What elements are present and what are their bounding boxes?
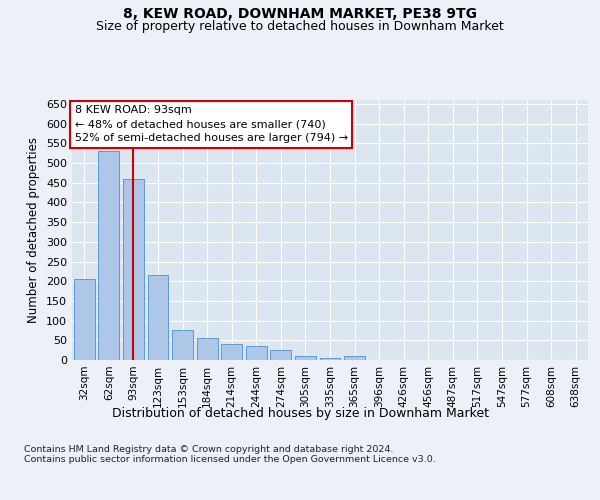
Bar — [344, 356, 365, 360]
Text: 8, KEW ROAD, DOWNHAM MARKET, PE38 9TG: 8, KEW ROAD, DOWNHAM MARKET, PE38 9TG — [123, 8, 477, 22]
Text: Distribution of detached houses by size in Downham Market: Distribution of detached houses by size … — [112, 408, 488, 420]
Bar — [172, 330, 193, 360]
Bar — [271, 350, 292, 360]
Y-axis label: Number of detached properties: Number of detached properties — [28, 137, 40, 323]
Text: Size of property relative to detached houses in Downham Market: Size of property relative to detached ho… — [96, 20, 504, 33]
Bar — [295, 356, 316, 360]
Bar — [98, 151, 119, 360]
Bar — [197, 338, 218, 360]
Text: 8 KEW ROAD: 93sqm
← 48% of detached houses are smaller (740)
52% of semi-detache: 8 KEW ROAD: 93sqm ← 48% of detached hous… — [74, 105, 348, 143]
Bar — [246, 346, 267, 360]
Bar — [148, 276, 169, 360]
Bar — [74, 279, 95, 360]
Bar — [123, 179, 144, 360]
Bar — [320, 358, 340, 360]
Text: Contains HM Land Registry data © Crown copyright and database right 2024.
Contai: Contains HM Land Registry data © Crown c… — [24, 445, 436, 464]
Bar — [221, 344, 242, 360]
